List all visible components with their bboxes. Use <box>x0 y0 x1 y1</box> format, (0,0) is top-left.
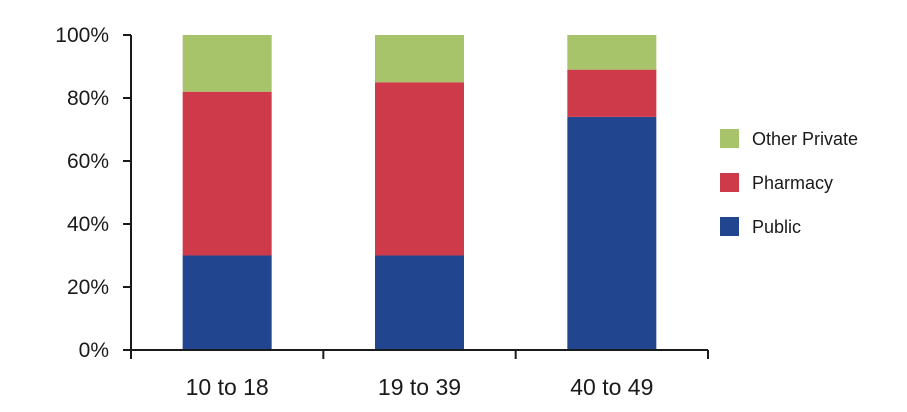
bar-other-private-19-to-39 <box>375 35 464 83</box>
legend: Other Private Pharmacy Public <box>720 129 858 237</box>
y-tick-label: 40% <box>67 213 109 236</box>
bars-group <box>182 35 657 351</box>
y-tick-label: 100% <box>55 24 109 47</box>
legend-label-other-private: Other Private <box>752 129 858 149</box>
y-axis-ticks: 0% 20% 40% 60% 80% 100% <box>55 24 131 362</box>
y-tick-label: 20% <box>67 276 109 299</box>
bar-public-10-to-18 <box>182 255 272 350</box>
bar-other-private-40-to-49 <box>567 35 657 70</box>
legend-swatch-pharmacy <box>720 173 739 192</box>
bar-public-19-to-39 <box>375 255 464 350</box>
x-axis-ticks: 10 to 18 19 to 39 40 to 49 <box>130 350 709 400</box>
y-tick-label: 60% <box>67 150 109 173</box>
legend-label-public: Public <box>752 217 801 237</box>
legend-label-pharmacy: Pharmacy <box>752 173 833 193</box>
bar-pharmacy-40-to-49 <box>567 69 657 117</box>
x-category-label: 19 to 39 <box>378 374 461 400</box>
bar-pharmacy-10-to-18 <box>182 91 272 256</box>
bar-other-private-10-to-18 <box>182 35 272 92</box>
x-category-label: 10 to 18 <box>186 374 269 400</box>
legend-swatch-other-private <box>720 129 739 148</box>
bar-public-40-to-49 <box>567 116 657 351</box>
y-tick-label: 0% <box>79 339 109 362</box>
bar-pharmacy-19-to-39 <box>375 82 464 256</box>
x-category-label: 40 to 49 <box>570 374 653 400</box>
y-tick-label: 80% <box>67 87 109 110</box>
legend-swatch-public <box>720 217 739 236</box>
